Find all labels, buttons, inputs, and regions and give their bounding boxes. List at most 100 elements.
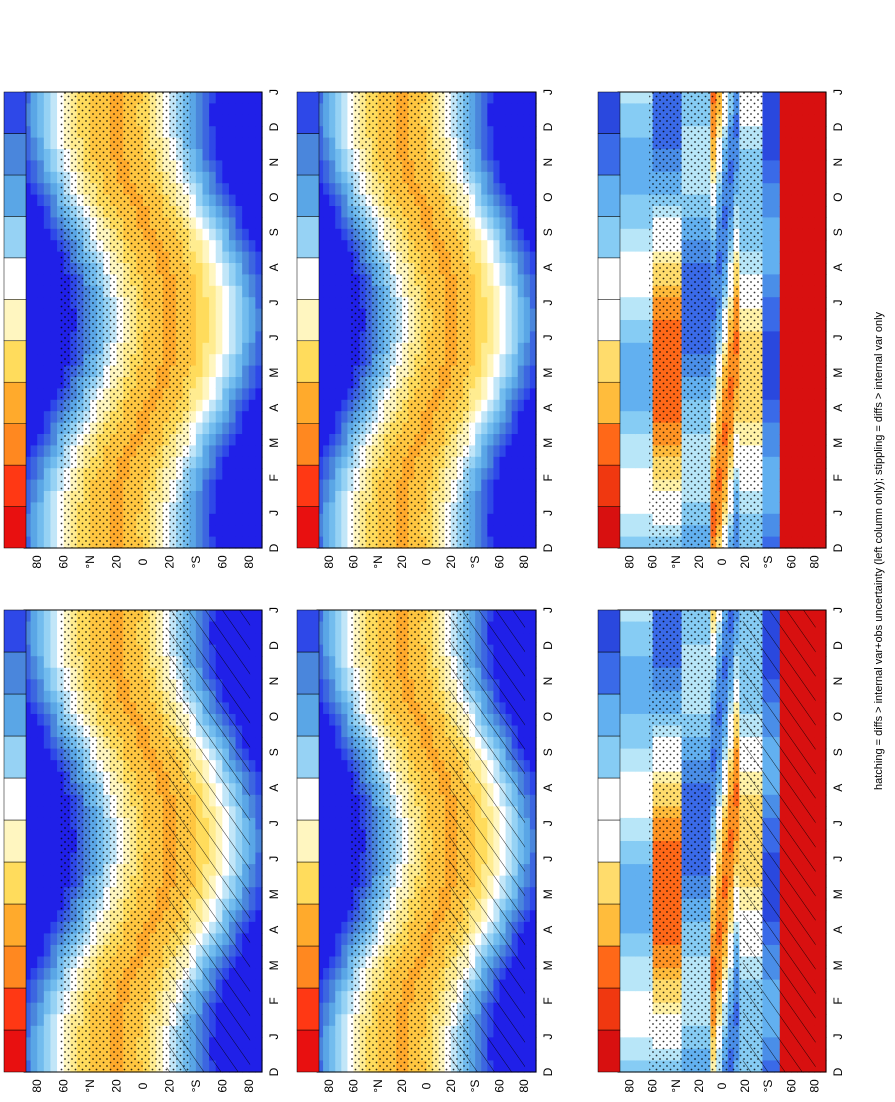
heatmap-cell <box>317 702 324 715</box>
heatmap-cell <box>24 956 32 969</box>
heatmap-cell <box>43 217 52 230</box>
heatmap-cell <box>242 445 250 458</box>
heatmap-cell <box>235 228 243 241</box>
colorbar-swatch <box>3 777 27 821</box>
heatmap-cell <box>323 525 330 538</box>
heatmap-cell <box>242 240 250 253</box>
heatmap-cell <box>341 468 349 481</box>
heatmap-cell <box>242 491 250 503</box>
heatmap-cell <box>329 92 336 104</box>
heatmap-cell <box>50 783 58 796</box>
heatmap-cell <box>323 944 330 958</box>
heatmap-cell <box>335 910 342 923</box>
heatmap-cell <box>30 621 38 634</box>
heatmap-cell <box>24 240 32 253</box>
heatmap-cell <box>329 434 336 446</box>
heatmap-cell <box>189 206 197 218</box>
heatmap-cell <box>222 411 230 424</box>
heatmap-cell <box>30 679 38 692</box>
heatmap-cell <box>215 445 223 458</box>
heatmap-cell <box>335 702 342 715</box>
heatmap-cell <box>341 748 349 761</box>
heatmap-cell <box>255 388 263 401</box>
heatmap-cell <box>341 933 349 946</box>
heatmap-cell <box>189 331 197 344</box>
heatmap-cell <box>248 331 256 344</box>
heatmap-cell <box>248 377 256 389</box>
heatmap-cell <box>189 525 197 538</box>
heatmap-cell <box>209 194 217 207</box>
heatmap-cell <box>215 502 223 515</box>
heatmap-cell <box>37 921 45 934</box>
heatmap-cell <box>43 979 52 992</box>
heatmap-cell <box>323 354 330 367</box>
heatmap-cell <box>30 1048 38 1062</box>
colorbar-swatch <box>3 299 27 342</box>
heatmap-cell <box>50 760 58 773</box>
heatmap-cell <box>24 92 32 104</box>
heatmap-cell <box>248 228 256 241</box>
heatmap-cell <box>50 1025 58 1038</box>
heatmap-cell <box>24 434 32 446</box>
month-tick-label: S <box>541 748 555 756</box>
colorbar-swatch <box>296 903 320 947</box>
heatmap-cell <box>255 910 263 923</box>
colorbar-swatch <box>3 819 27 863</box>
heatmap-cell <box>37 149 45 161</box>
heatmap-cell <box>37 354 45 367</box>
heatmap-cell <box>341 502 349 515</box>
heatmap-cell <box>341 1048 349 1062</box>
heatmap-cell <box>30 171 38 184</box>
heatmap-cell <box>317 644 324 657</box>
colorbar-swatch <box>296 777 320 821</box>
heatmap-cell <box>255 308 263 321</box>
heatmap-cell <box>329 690 336 703</box>
heatmap-cell <box>335 149 342 161</box>
heatmap-cell <box>222 194 230 207</box>
heatmap-cell <box>317 667 324 680</box>
heatmap-cell <box>24 748 32 761</box>
heatmap-cell <box>37 771 45 784</box>
month-tick-label: A <box>541 784 555 792</box>
heatmap-cell <box>329 445 336 458</box>
heatmap-cell <box>37 513 45 526</box>
heatmap-cell <box>228 491 237 503</box>
heatmap-cell <box>30 841 38 854</box>
heatmap-cell <box>24 968 32 981</box>
heatmap-cell <box>30 864 38 877</box>
hatching-overlay <box>166 610 251 1072</box>
heatmap-cell <box>317 1048 324 1062</box>
heatmap-cell <box>24 933 32 946</box>
heatmap-cell <box>317 991 324 1004</box>
heatmap-cell <box>30 445 38 458</box>
heatmap-cell <box>323 171 330 184</box>
heatmap-cell <box>43 667 52 680</box>
heatmap-cell <box>37 725 45 738</box>
heatmap-cell <box>341 331 349 344</box>
heatmap-cell <box>242 92 250 104</box>
heatmap-cell <box>202 377 210 389</box>
heatmap-cell <box>30 991 38 1004</box>
heatmap-cell <box>209 468 217 481</box>
heatmap-cell <box>329 898 336 911</box>
month-tick-label: D <box>541 1067 555 1076</box>
heatmap-cell <box>529 690 537 703</box>
colorbar-swatch <box>3 861 27 905</box>
heatmap-cell <box>24 898 32 911</box>
heatmap-cell <box>341 126 349 139</box>
heatmap-cell <box>24 456 32 469</box>
heatmap-cell <box>30 456 38 469</box>
heatmap-cell <box>195 377 204 389</box>
heatmap-cell <box>50 656 58 669</box>
heatmap-cell <box>202 342 210 355</box>
heatmap-cell <box>222 354 230 367</box>
heatmap-cell <box>37 171 45 184</box>
colorbar-swatch <box>3 423 27 466</box>
heatmap-cell <box>50 667 58 680</box>
heatmap-cell <box>255 354 263 367</box>
heatmap-cell <box>195 525 204 538</box>
heatmap-cell <box>335 713 342 727</box>
heatmap-cell <box>235 399 243 412</box>
heatmap-cell <box>248 411 256 424</box>
heatmap-cell <box>43 829 52 842</box>
